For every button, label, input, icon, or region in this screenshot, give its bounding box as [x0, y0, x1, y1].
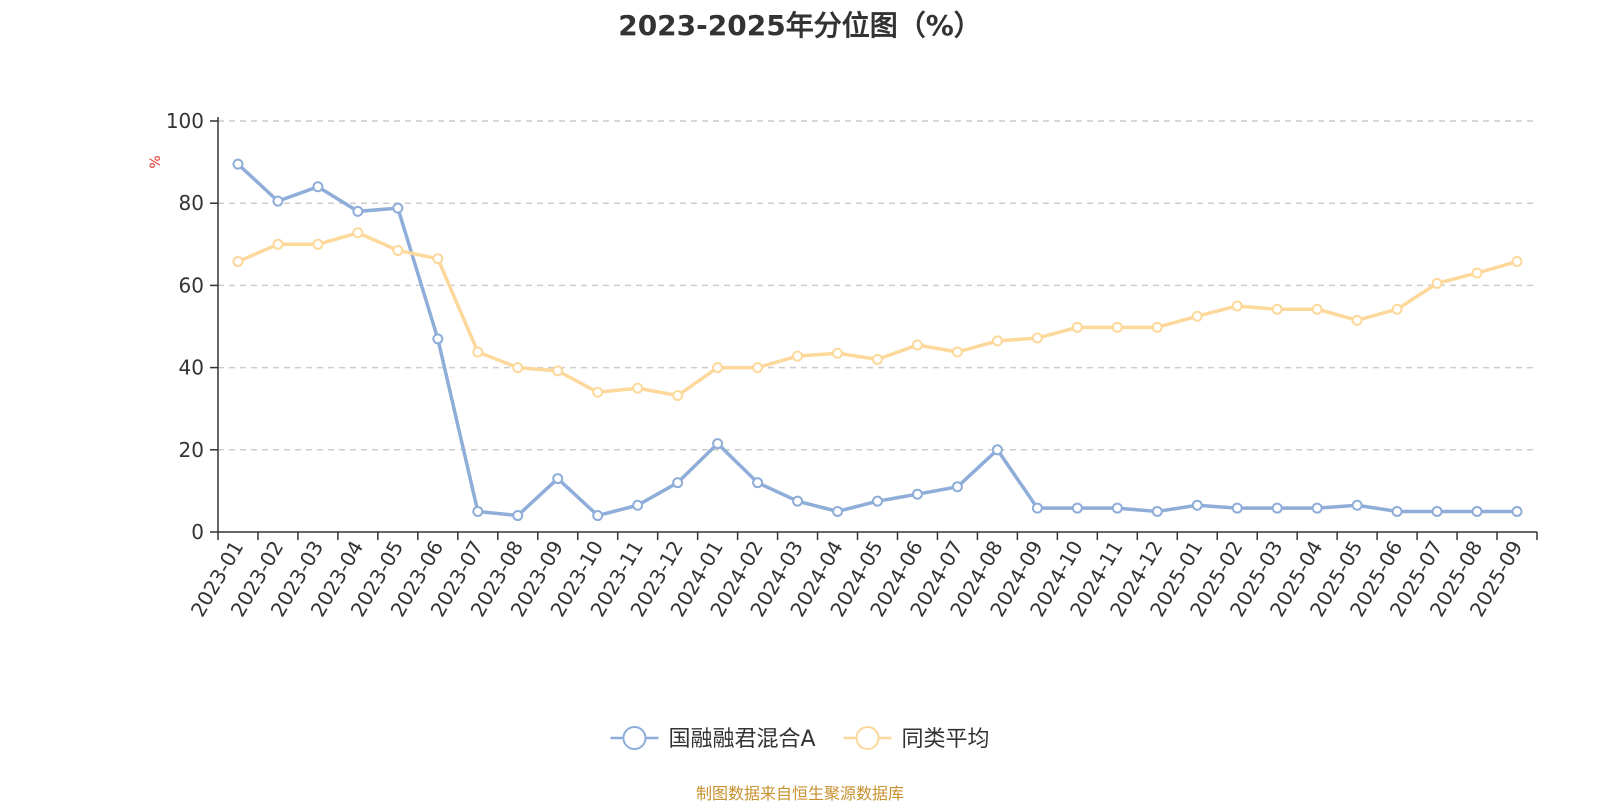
- data-point[interactable]: [951, 346, 963, 358]
- data-point[interactable]: [1351, 314, 1363, 326]
- legend: 国融融君混合A 同类平均: [610, 726, 990, 752]
- y-tick-label: 100: [166, 109, 204, 133]
- data-point[interactable]: [1311, 502, 1323, 514]
- data-point[interactable]: [392, 202, 404, 214]
- data-point[interactable]: [552, 365, 564, 377]
- data-point[interactable]: [1271, 502, 1283, 514]
- data-point[interactable]: [1151, 321, 1163, 333]
- data-point[interactable]: [1471, 505, 1483, 517]
- data-point[interactable]: [312, 238, 324, 250]
- data-point[interactable]: [1231, 502, 1243, 514]
- data-point[interactable]: [1391, 505, 1403, 517]
- data-point[interactable]: [1351, 499, 1363, 511]
- data-point[interactable]: [432, 333, 444, 345]
- legend-marker: [855, 726, 880, 750]
- data-point[interactable]: [1111, 502, 1123, 514]
- legend-label: 同类平均: [902, 727, 990, 752]
- data-point[interactable]: [832, 347, 844, 359]
- data-point[interactable]: [1111, 321, 1123, 333]
- y-tick-label: 60: [179, 273, 204, 297]
- data-point[interactable]: [911, 488, 923, 500]
- data-point[interactable]: [792, 495, 804, 507]
- data-point[interactable]: [1031, 502, 1043, 514]
- data-point[interactable]: [592, 510, 604, 522]
- data-point[interactable]: [872, 495, 883, 507]
- data-point[interactable]: [272, 195, 284, 207]
- data-point[interactable]: [632, 382, 644, 394]
- data-point[interactable]: [352, 227, 364, 239]
- data-point[interactable]: [232, 256, 244, 268]
- data-point[interactable]: [1511, 505, 1523, 517]
- data-point[interactable]: [1231, 300, 1243, 312]
- y-axis-unit-label: %: [148, 155, 164, 168]
- data-point[interactable]: [991, 335, 1003, 347]
- data-point[interactable]: [392, 244, 404, 256]
- legend-label: 国融融君混合A: [668, 727, 815, 752]
- data-point[interactable]: [352, 205, 364, 217]
- y-tick-label: 40: [179, 356, 204, 380]
- y-tick-label: 0: [191, 520, 204, 544]
- series-2: [232, 227, 1523, 402]
- data-point[interactable]: [1431, 505, 1443, 517]
- data-point[interactable]: [1071, 321, 1083, 333]
- data-point[interactable]: [991, 444, 1003, 456]
- data-point[interactable]: [712, 362, 724, 374]
- data-point[interactable]: [1191, 310, 1203, 322]
- data-point[interactable]: [432, 253, 444, 265]
- data-point[interactable]: [1511, 256, 1523, 268]
- legend-item-2[interactable]: 同类平均: [843, 726, 990, 752]
- data-point[interactable]: [512, 510, 524, 522]
- source-note: 制图数据来自恒生聚源数据库: [695, 784, 904, 803]
- data-point[interactable]: [752, 362, 764, 374]
- axes: 020406080100%2023-012023-022023-032023-0…: [148, 109, 1538, 621]
- y-tick-label: 20: [179, 438, 204, 462]
- data-point[interactable]: [1391, 303, 1403, 315]
- data-point[interactable]: [1271, 303, 1283, 315]
- data-point[interactable]: [672, 390, 684, 402]
- data-point[interactable]: [911, 339, 923, 351]
- data-point[interactable]: [632, 499, 644, 511]
- data-point[interactable]: [1311, 303, 1323, 315]
- series-1: [232, 158, 1523, 522]
- y-tick-label: 80: [179, 191, 204, 215]
- data-point[interactable]: [1431, 277, 1443, 289]
- data-point[interactable]: [712, 438, 724, 450]
- data-point[interactable]: [512, 362, 524, 374]
- data-point[interactable]: [1071, 502, 1083, 514]
- data-point[interactable]: [951, 481, 963, 493]
- data-point[interactable]: [592, 386, 604, 398]
- series-lines: [232, 158, 1523, 522]
- data-point[interactable]: [232, 158, 244, 170]
- data-point[interactable]: [672, 477, 684, 489]
- data-point[interactable]: [552, 473, 564, 485]
- data-point[interactable]: [272, 238, 284, 250]
- data-point[interactable]: [872, 353, 883, 365]
- grid-lines: [218, 120, 1537, 451]
- data-point[interactable]: [472, 505, 484, 517]
- data-point[interactable]: [312, 181, 324, 193]
- data-point[interactable]: [1031, 332, 1043, 344]
- data-point[interactable]: [832, 505, 844, 517]
- data-point[interactable]: [472, 346, 484, 358]
- data-point[interactable]: [1151, 505, 1163, 517]
- data-point[interactable]: [1191, 499, 1203, 511]
- series-line: [236, 162, 1519, 518]
- legend-marker: [622, 726, 647, 750]
- data-point[interactable]: [792, 350, 804, 362]
- data-point[interactable]: [752, 477, 764, 489]
- data-point[interactable]: [1471, 267, 1483, 279]
- chart-title: 2023-2025年分位图（%）: [618, 9, 982, 42]
- legend-item-1[interactable]: 国融融君混合A: [610, 726, 816, 752]
